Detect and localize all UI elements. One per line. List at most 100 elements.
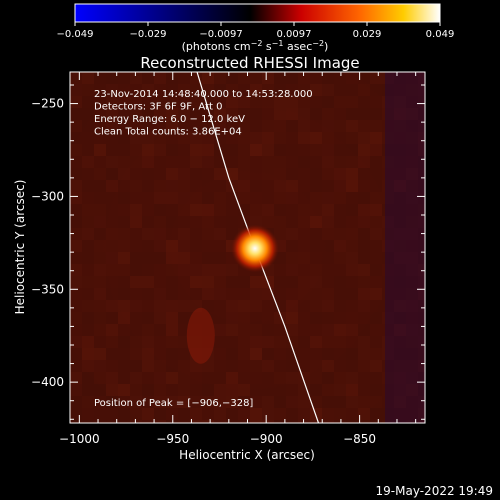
residual-cell bbox=[154, 408, 166, 420]
residual-cell bbox=[82, 396, 94, 408]
residual-cell bbox=[70, 288, 82, 300]
residual-cell bbox=[106, 384, 118, 396]
residual-cell bbox=[346, 252, 358, 264]
y-axis-label: Heliocentric Y (arcsec) bbox=[13, 180, 27, 315]
residual-cell bbox=[238, 396, 250, 408]
residual-cell bbox=[238, 336, 250, 348]
residual-cell bbox=[274, 192, 286, 204]
residual-cell bbox=[310, 156, 322, 168]
residual-cell bbox=[190, 228, 202, 240]
residual-cell bbox=[106, 192, 118, 204]
residual-cell bbox=[262, 168, 274, 180]
residual-cell bbox=[178, 360, 190, 372]
residual-cell bbox=[190, 372, 202, 384]
residual-cell bbox=[106, 108, 118, 120]
residual-cell bbox=[118, 144, 130, 156]
residual-cell bbox=[286, 204, 298, 216]
residual-cell bbox=[142, 276, 154, 288]
residual-cell bbox=[262, 348, 274, 360]
residual-cell bbox=[142, 72, 154, 84]
residual-cell bbox=[250, 300, 262, 312]
residual-cell bbox=[250, 348, 262, 360]
residual-cell bbox=[130, 216, 142, 228]
residual-cell bbox=[94, 360, 106, 372]
residual-cell bbox=[70, 72, 82, 84]
residual-cell bbox=[154, 360, 166, 372]
residual-cell bbox=[298, 348, 310, 360]
residual-cell bbox=[166, 240, 178, 252]
residual-cell bbox=[214, 168, 226, 180]
residual-cell bbox=[130, 276, 142, 288]
residual-cell bbox=[70, 384, 82, 396]
residual-cell bbox=[334, 84, 346, 96]
residual-cell bbox=[238, 192, 250, 204]
residual-cell bbox=[274, 180, 286, 192]
residual-cell bbox=[226, 144, 238, 156]
residual-cell bbox=[118, 300, 130, 312]
x-tick-label: −950 bbox=[156, 432, 189, 446]
residual-cell bbox=[322, 252, 334, 264]
residual-cell bbox=[346, 192, 358, 204]
residual-cell bbox=[118, 228, 130, 240]
residual-cell bbox=[274, 264, 286, 276]
residual-cell bbox=[130, 144, 142, 156]
residual-cell bbox=[130, 420, 142, 423]
residual-cell bbox=[166, 288, 178, 300]
residual-cell bbox=[118, 324, 130, 336]
residual-cell bbox=[118, 108, 130, 120]
residual-cell bbox=[358, 168, 370, 180]
residual-cell bbox=[82, 420, 94, 423]
residual-cell bbox=[238, 420, 250, 423]
residual-cell bbox=[310, 312, 322, 324]
residual-cell bbox=[94, 264, 106, 276]
colorbar-tick-label: 0.049 bbox=[426, 29, 455, 40]
residual-cell bbox=[298, 360, 310, 372]
residual-cell bbox=[130, 252, 142, 264]
residual-cell bbox=[202, 372, 214, 384]
residual-cell bbox=[346, 144, 358, 156]
residual-cell bbox=[334, 420, 346, 423]
residual-cell bbox=[250, 84, 262, 96]
residual-cell bbox=[370, 324, 382, 336]
residual-cell bbox=[334, 396, 346, 408]
residual-cell bbox=[130, 336, 142, 348]
residual-cell bbox=[190, 288, 202, 300]
residual-cell bbox=[214, 360, 226, 372]
residual-cell bbox=[166, 180, 178, 192]
residual-cell bbox=[250, 204, 262, 216]
residual-cell bbox=[94, 312, 106, 324]
residual-cell bbox=[286, 420, 298, 423]
residual-cell bbox=[82, 240, 94, 252]
residual-cell bbox=[262, 204, 274, 216]
residual-cell bbox=[358, 192, 370, 204]
x-tick-label: −850 bbox=[343, 432, 376, 446]
residual-cell bbox=[370, 300, 382, 312]
residual-cell bbox=[226, 120, 238, 132]
residual-cell bbox=[94, 300, 106, 312]
residual-cell bbox=[238, 216, 250, 228]
residual-cell bbox=[346, 348, 358, 360]
residual-cell bbox=[274, 300, 286, 312]
residual-cell bbox=[334, 264, 346, 276]
residual-cell bbox=[226, 132, 238, 144]
residual-cell bbox=[178, 276, 190, 288]
residual-cell bbox=[118, 192, 130, 204]
residual-cell bbox=[106, 396, 118, 408]
residual-cell bbox=[334, 372, 346, 384]
residual-cell bbox=[262, 216, 274, 228]
residual-cell bbox=[346, 420, 358, 423]
residual-cell bbox=[250, 132, 262, 144]
residual-cell bbox=[178, 132, 190, 144]
residual-cell bbox=[262, 312, 274, 324]
residual-cell bbox=[238, 168, 250, 180]
residual-cell bbox=[94, 324, 106, 336]
residual-cell bbox=[118, 288, 130, 300]
residual-cell bbox=[214, 336, 226, 348]
residual-cell bbox=[178, 108, 190, 120]
residual-cell bbox=[262, 396, 274, 408]
residual-cell bbox=[190, 420, 202, 423]
residual-cell bbox=[166, 72, 178, 84]
residual-cell bbox=[106, 156, 118, 168]
residual-cell bbox=[94, 228, 106, 240]
residual-cell bbox=[238, 204, 250, 216]
